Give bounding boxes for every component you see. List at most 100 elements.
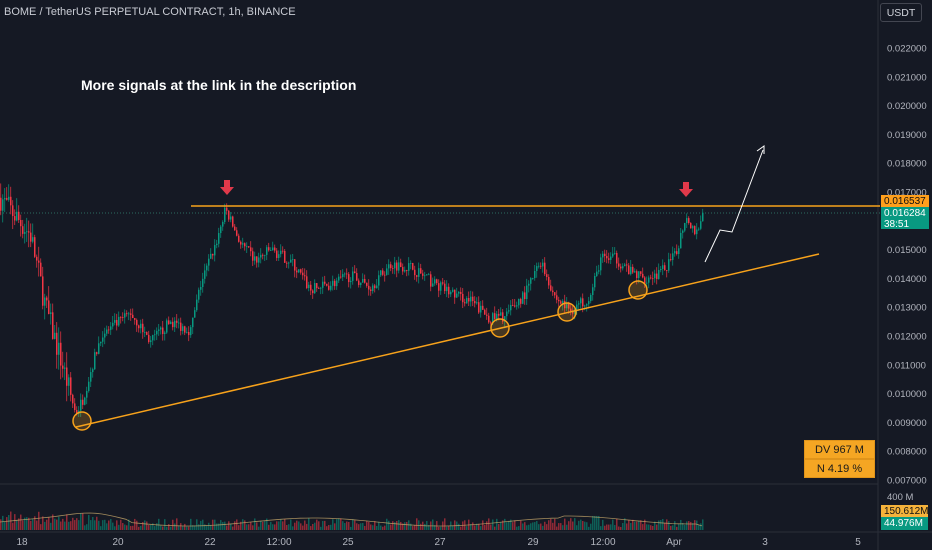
candle-body bbox=[76, 410, 78, 415]
volume-bar bbox=[134, 518, 136, 530]
volume-bar bbox=[628, 520, 630, 530]
candle-body bbox=[80, 399, 82, 411]
volume-bar bbox=[24, 517, 26, 530]
candle-body bbox=[152, 335, 154, 341]
volume-bar bbox=[126, 525, 128, 530]
candle-body bbox=[116, 319, 118, 326]
candle-body bbox=[584, 305, 586, 307]
candle-body bbox=[566, 303, 568, 309]
candle-body bbox=[686, 218, 688, 223]
candle-body bbox=[460, 291, 462, 294]
volume-bar bbox=[74, 520, 76, 530]
projection-path bbox=[704, 149, 764, 263]
volume-bar bbox=[370, 524, 372, 530]
candle-body bbox=[174, 320, 176, 328]
volume-bar bbox=[362, 523, 364, 530]
candle-body bbox=[88, 381, 90, 391]
candle-body bbox=[408, 263, 410, 271]
candle-body bbox=[458, 291, 460, 294]
volume-bar bbox=[522, 523, 524, 530]
volume-bar bbox=[390, 524, 392, 530]
volume-bar bbox=[162, 526, 164, 530]
candle-body bbox=[274, 247, 276, 251]
volume-bar bbox=[100, 526, 102, 530]
volume-bar bbox=[82, 513, 84, 530]
candle-body bbox=[24, 232, 26, 234]
candle-body bbox=[494, 313, 496, 319]
candle-body bbox=[400, 262, 402, 268]
currency-button[interactable]: USDT bbox=[880, 3, 922, 22]
volume-bar bbox=[656, 524, 658, 530]
candle-body bbox=[684, 222, 686, 231]
volume-bar bbox=[116, 520, 118, 530]
time-axis-label: 3 bbox=[762, 537, 768, 548]
candle-body bbox=[12, 205, 14, 217]
dv-stat-box: DV 967 M bbox=[804, 440, 875, 459]
volume-bar bbox=[314, 522, 316, 530]
candle-body bbox=[588, 301, 590, 305]
candle-body bbox=[690, 222, 692, 229]
candle-body bbox=[610, 256, 612, 260]
time-axis-label: 27 bbox=[434, 537, 446, 548]
candle-body bbox=[356, 273, 358, 281]
candle-body bbox=[512, 304, 514, 306]
candle-body bbox=[186, 331, 188, 333]
volume-bar bbox=[444, 518, 446, 530]
candle-body bbox=[430, 274, 432, 287]
volume-bar bbox=[360, 523, 362, 530]
candle-body bbox=[190, 327, 192, 336]
candle-body bbox=[618, 263, 620, 267]
candle-body bbox=[376, 285, 378, 289]
candle-body bbox=[436, 279, 438, 284]
volume-bar bbox=[186, 526, 188, 530]
candle-body bbox=[478, 302, 480, 313]
candle-body bbox=[208, 258, 210, 266]
candle-body bbox=[236, 230, 238, 236]
time-axis-label: 12:00 bbox=[266, 537, 291, 548]
volume-bar bbox=[666, 519, 668, 530]
volume-bar bbox=[540, 523, 542, 530]
candle-body bbox=[394, 262, 396, 269]
candle-body bbox=[108, 329, 110, 331]
volume-bar bbox=[230, 523, 232, 530]
candle-body bbox=[118, 316, 120, 326]
candle-body bbox=[434, 279, 436, 284]
volume-bar bbox=[118, 524, 120, 530]
volume-bar bbox=[308, 518, 310, 530]
candle-body bbox=[682, 230, 684, 233]
candle-body bbox=[688, 218, 690, 223]
candle-body bbox=[628, 265, 630, 275]
candle-body bbox=[136, 319, 138, 326]
candle-body bbox=[472, 296, 474, 302]
volume-bar bbox=[526, 525, 528, 530]
candle-body bbox=[576, 304, 578, 310]
volume-bar bbox=[596, 516, 598, 530]
candle-body bbox=[110, 326, 112, 330]
volume-bar bbox=[298, 521, 300, 530]
volume-bar bbox=[324, 520, 326, 530]
volume-last-badge: 44.976M bbox=[881, 517, 928, 530]
volume-bar bbox=[216, 523, 218, 530]
candle-body bbox=[212, 253, 214, 256]
candle-body bbox=[692, 226, 694, 229]
candle-body bbox=[348, 274, 350, 283]
candle-body bbox=[440, 282, 442, 291]
volume-bar bbox=[564, 518, 566, 530]
candle-body bbox=[20, 219, 22, 227]
volume-bar bbox=[174, 523, 176, 530]
candle-body bbox=[218, 233, 220, 244]
volume-bar bbox=[0, 519, 2, 530]
volume-bar bbox=[32, 519, 34, 530]
candle-body bbox=[300, 269, 302, 273]
candle-body bbox=[182, 326, 184, 331]
candle-body bbox=[134, 318, 136, 320]
candle-body bbox=[636, 271, 638, 279]
volume-bar bbox=[366, 521, 368, 530]
candle-body bbox=[466, 297, 468, 304]
candle-body bbox=[328, 285, 330, 290]
candle-body bbox=[564, 300, 566, 309]
volume-bar bbox=[414, 525, 416, 530]
candle-body bbox=[678, 248, 680, 255]
